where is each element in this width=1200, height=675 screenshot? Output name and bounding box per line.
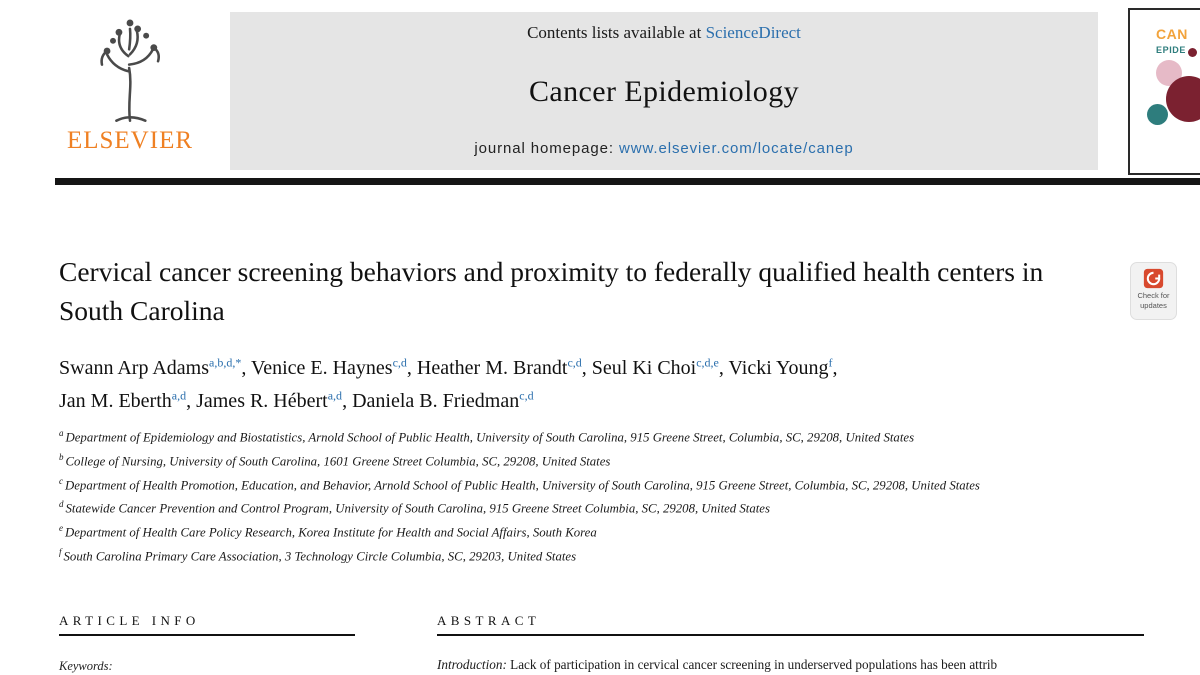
abstract-heading: ABSTRACT [437,613,541,628]
author-name-text: James R. Hébert [196,390,328,413]
author: James R. Héberta,d, [196,388,353,413]
abstract-rule [437,634,1144,636]
article-title: Cervical cancer screening behaviors and … [59,256,1044,327]
author-name-text: Jan M. Eberth [59,390,172,413]
author-separator: , [406,356,417,379]
author-separator: , [342,390,353,413]
affiliation: b College of Nursing, University of South… [59,448,1099,472]
crossmark-icon [1143,268,1164,289]
author-separator: , [832,356,838,379]
journal-homepage-link[interactable]: www.elsevier.com/locate/canep [619,140,854,157]
author-affil-sup[interactable]: c,d [392,355,407,369]
article-info-rule [59,634,355,636]
homepage-line: journal homepage: www.elsevier.com/locat… [474,140,853,157]
article-info-heading: ARTICLE INFO [59,613,200,628]
keywords-label: Keywords: [59,659,113,673]
affiliation-label: f [59,546,62,557]
author-separator: , [718,356,729,379]
author-name-text: Vicki Young [728,356,829,379]
contents-line: Contents lists available at ScienceDirec… [527,23,801,43]
affiliation: d Statewide Cancer Prevention and Control… [59,495,1099,519]
affiliation-text: College of Nursing, University of South … [65,454,611,469]
journal-cover-thumbnail: CAN EPIDE [1128,8,1200,175]
affiliation-label: a [59,428,64,438]
affiliation-label: e [59,523,63,534]
author-affil-sup[interactable]: a,b,d,* [209,355,242,369]
elsevier-logo: ELSEVIER [55,10,205,172]
author: Jan M. Ebertha,d, [59,388,197,413]
homepage-prefix-text: journal homepage: [474,140,620,157]
author-name-text: Swann Arp Adams [59,356,209,379]
author: Heather M. Brandtc,d, [416,355,592,379]
affiliation-text: South Carolina Primary Care Association,… [63,549,577,564]
author-separator: , [241,356,251,379]
journal-title: Cancer Epidemiology [528,74,800,108]
affiliation-text: Department of Health Care Policy Researc… [65,525,597,540]
author-affil-sup[interactable]: a,d [327,388,343,403]
author-name-text: Venice E. Haynes [250,356,393,379]
affiliation-label: b [59,451,64,462]
author-name-text: Seul Ki Choi [591,356,697,379]
affiliation-text: Department of Health Promotion, Educatio… [65,477,980,492]
affiliation: e Department of Health Care Policy Resear… [59,519,1099,543]
author: Seul Ki Choic,d,e, [591,355,729,379]
elsevier-wordmark: ELSEVIER [66,127,194,154]
cover-circle-maroon [1166,76,1200,122]
cover-circle-small [1188,48,1197,57]
affiliation-text: Statewide Cancer Prevention and Control … [65,501,770,516]
author: Vicki Youngf, [728,355,838,379]
check-updates-line1: Check for [1137,291,1170,300]
author-affil-sup[interactable]: c,d [519,388,534,403]
check-updates-label: Check for updates [1137,291,1169,311]
author-affil-sup[interactable]: f [828,355,833,369]
cover-title-teal: EPIDE [1156,45,1187,55]
check-updates-line2: updates [1140,301,1167,311]
author: Swann Arp Adamsa,b,d,*, [59,355,251,379]
affiliation-text: Department of Epidemiology and Biostatis… [65,430,915,445]
cover-title-orange: CAN [1156,26,1188,42]
affiliation: c Department of Health Promotion, Educati… [59,472,1099,496]
author-affil-sup[interactable]: c,d [567,355,582,369]
contents-prefix-text: Contents lists available at [527,23,706,42]
author-name-text: Heather M. Brandt [416,356,568,379]
author: Daniela B. Friedmanc,d [352,388,534,413]
author-affil-sup[interactable]: c,d,e [696,355,719,369]
affiliation: a Department of Epidemiology and Biostati… [59,424,1099,448]
author-separator: , [581,356,592,379]
author-separator: , [186,390,197,413]
affiliation: f South Carolina Primary Care Association… [59,543,1099,567]
journal-banner: Contents lists available at ScienceDirec… [230,12,1098,170]
check-for-updates-badge[interactable]: Check for updates [1130,262,1177,320]
cover-circle-teal [1147,104,1168,125]
abstract-intro-text: Lack of participation in cervical cancer… [510,657,998,672]
abstract-first-line: Introduction: Lack of participation in c… [437,657,1144,673]
author: Venice E. Haynesc,d, [250,355,417,379]
affiliation-label: c [59,475,63,486]
author-affil-sup[interactable]: a,d [171,388,187,403]
abstract-intro-label: Introduction: [437,657,507,672]
affiliation-label: d [59,499,64,510]
author-name-text: Daniela B. Friedman [352,390,520,413]
elsevier-tree-icon [100,19,161,122]
author-list: Swann Arp Adamsa,b,d,*, Venice E. Haynes… [59,348,879,415]
sciencedirect-link[interactable]: ScienceDirect [705,23,801,42]
masthead-divider [55,178,1200,185]
affiliation-list: a Department of Epidemiology and Biostati… [59,424,1099,567]
